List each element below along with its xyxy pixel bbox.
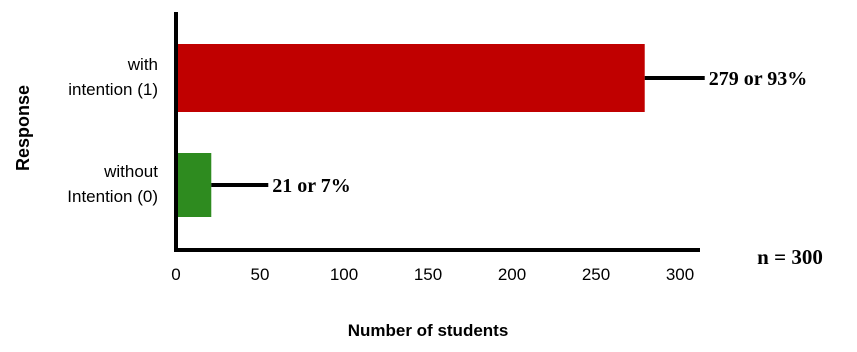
x-tick-label: 0 bbox=[171, 265, 180, 284]
data-label: 21 or 7% bbox=[272, 175, 351, 197]
category-label: Intention (0) bbox=[67, 187, 158, 206]
bar bbox=[178, 44, 645, 112]
category-label: without bbox=[103, 162, 158, 181]
x-tick-label: 50 bbox=[251, 265, 270, 284]
sample-size-annotation: n = 300 bbox=[757, 245, 823, 269]
bar bbox=[178, 153, 212, 217]
category-label: with bbox=[127, 55, 158, 74]
x-tick-label: 250 bbox=[582, 265, 610, 284]
x-tick-label: 300 bbox=[666, 265, 694, 284]
x-tick-label: 150 bbox=[414, 265, 442, 284]
category-label: intention (1) bbox=[68, 80, 158, 99]
data-label: 279 or 93% bbox=[709, 68, 808, 90]
plot-area: 0 50 100 150 200 250 300 279 or 93% with intentio… bbox=[67, 12, 807, 284]
y-axis-title: Response bbox=[13, 85, 33, 171]
x-axis-title: Number of students bbox=[348, 321, 509, 340]
x-tick-label: 200 bbox=[498, 265, 526, 284]
x-tick-label: 100 bbox=[330, 265, 358, 284]
